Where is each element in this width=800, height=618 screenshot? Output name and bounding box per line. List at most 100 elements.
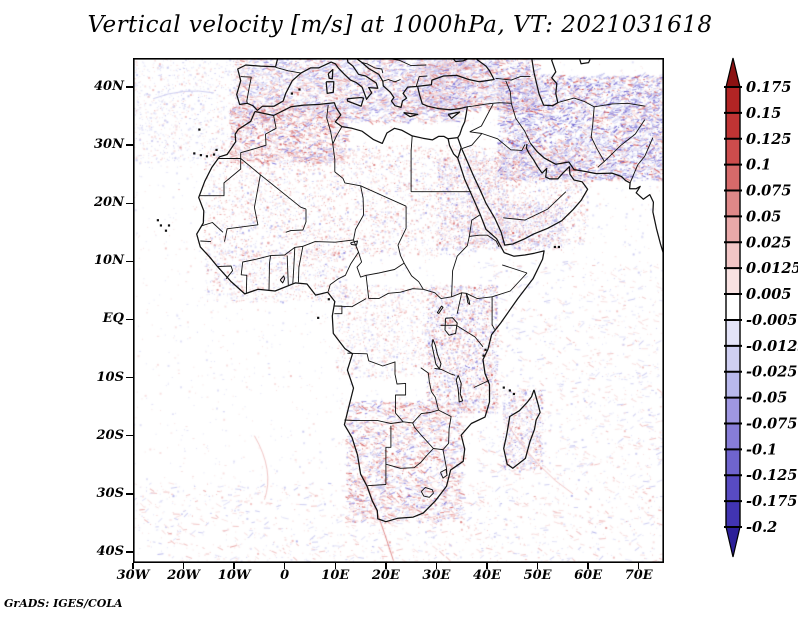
country-border <box>199 158 242 197</box>
lat-tick-label: 40S <box>96 543 124 559</box>
colorbar-segment <box>726 371 740 398</box>
grads-credit: GrADS: IGES/COLA <box>4 597 123 610</box>
country-border <box>326 105 334 145</box>
lake-outline <box>431 339 442 370</box>
velocity-field-canvas <box>133 58 664 563</box>
country-border <box>440 468 448 479</box>
lon-tick-mark <box>132 563 134 569</box>
lon-tick-mark <box>182 563 185 569</box>
lat-tick-label: 20S <box>96 427 124 443</box>
lat-tick-mark <box>126 551 133 553</box>
lon-tick-label: 10W <box>217 568 251 583</box>
country-border <box>382 79 401 83</box>
country-border <box>603 119 646 162</box>
colorbar-segment <box>726 423 740 450</box>
colorbar-label: 0.005 <box>746 286 791 303</box>
lon-tick-label: 60E <box>574 568 603 583</box>
country-border <box>217 265 234 280</box>
island-dot <box>212 153 216 156</box>
country-border <box>347 352 407 423</box>
country-border <box>455 324 484 348</box>
lat-tick-label: EQ <box>102 311 124 327</box>
lake-outline <box>444 317 458 336</box>
coastline <box>531 58 559 107</box>
country-border <box>334 305 343 315</box>
island-dot <box>512 392 516 396</box>
island-dot <box>167 224 171 227</box>
island-dot <box>193 152 196 155</box>
country-border <box>302 239 354 247</box>
coastline <box>530 143 664 259</box>
colorbar-segment <box>726 345 740 372</box>
island-dot <box>327 298 330 301</box>
country-border <box>385 448 434 469</box>
colorbar-segment <box>726 138 740 165</box>
country-border <box>420 486 434 498</box>
colorbar-label: -0.005 <box>746 312 797 329</box>
lon-tick-mark <box>334 563 337 569</box>
country-border <box>366 262 424 290</box>
country-border <box>240 158 307 210</box>
island-dot <box>298 88 301 91</box>
country-border <box>368 288 424 300</box>
colorbar-label: 0.125 <box>746 131 791 148</box>
colorbar-label: 0.1 <box>746 157 771 174</box>
island-dot <box>557 245 561 249</box>
country-border <box>240 115 277 159</box>
country-border <box>332 126 343 145</box>
island-dot <box>482 354 485 357</box>
island-dot <box>199 154 202 157</box>
country-border <box>466 292 493 300</box>
colorbar-label: -0.2 <box>746 519 777 536</box>
lat-tick-label: 40N <box>94 79 124 95</box>
country-border <box>491 296 495 330</box>
lat-tick-label: 20N <box>94 195 124 211</box>
country-border <box>332 143 336 172</box>
country-border <box>367 484 386 487</box>
colorbar-label: -0.025 <box>746 364 797 381</box>
coastline <box>354 58 495 109</box>
country-border <box>361 62 384 74</box>
lat-tick-mark <box>126 318 133 321</box>
lat-tick-label: 10S <box>96 369 124 385</box>
lat-tick-label: 30S <box>96 485 124 501</box>
island-dot <box>159 224 163 227</box>
country-border <box>467 80 512 108</box>
coastline <box>327 68 334 80</box>
country-border <box>469 234 500 248</box>
coastline <box>346 96 365 107</box>
country-border <box>327 239 359 292</box>
colorbar-segment <box>726 501 740 527</box>
lat-tick-label: 30N <box>94 137 124 153</box>
country-border <box>557 97 605 168</box>
colorbar-segment <box>726 87 740 113</box>
country-border <box>438 409 452 450</box>
colorbar-segment <box>726 216 740 243</box>
colorbar-segment <box>726 294 740 320</box>
lon-tick-mark <box>435 563 438 569</box>
map-linework <box>133 58 664 563</box>
colorbar-label: 0.175 <box>746 79 791 96</box>
lon-tick-label: 30E <box>422 568 451 583</box>
lake-outline <box>350 240 358 246</box>
country-border <box>344 419 413 424</box>
lon-tick-mark <box>637 563 640 569</box>
colorbar-label: -0.1 <box>746 441 777 458</box>
lon-tick-label: 20E <box>371 568 400 583</box>
country-border <box>240 76 252 104</box>
country-border <box>297 246 304 283</box>
lon-tick-label: 40E <box>473 568 501 583</box>
coastline <box>457 137 462 159</box>
island-dot <box>484 348 487 351</box>
coastline <box>461 143 589 246</box>
lake-outline <box>455 375 464 403</box>
lat-tick-mark <box>126 86 133 88</box>
colorbar-segment <box>726 190 740 217</box>
country-border <box>412 422 434 449</box>
lon-tick-label: 30W <box>116 568 150 583</box>
lon-tick-mark <box>536 563 539 569</box>
island-dot <box>553 245 556 249</box>
colorbar-label: -0.075 <box>746 415 797 432</box>
island-dot <box>508 389 511 392</box>
colorbar-label: 0.05 <box>746 208 781 225</box>
